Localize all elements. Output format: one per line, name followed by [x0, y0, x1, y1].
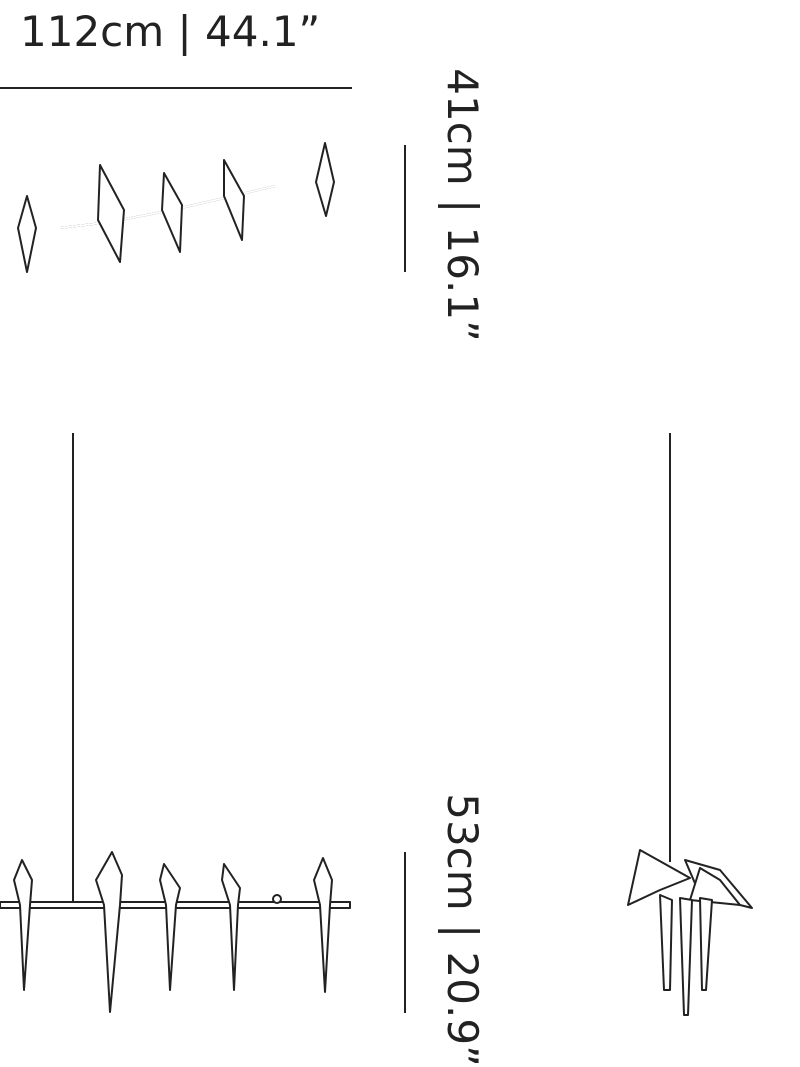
depth-label: 41cm | 16.1” — [438, 68, 487, 342]
front-view — [0, 433, 351, 1013]
width-label: 112cm | 44.1” — [20, 7, 320, 56]
top-view — [2, 142, 350, 273]
height-label: 53cm | 20.9” — [438, 793, 487, 1067]
side-view — [627, 433, 753, 1016]
